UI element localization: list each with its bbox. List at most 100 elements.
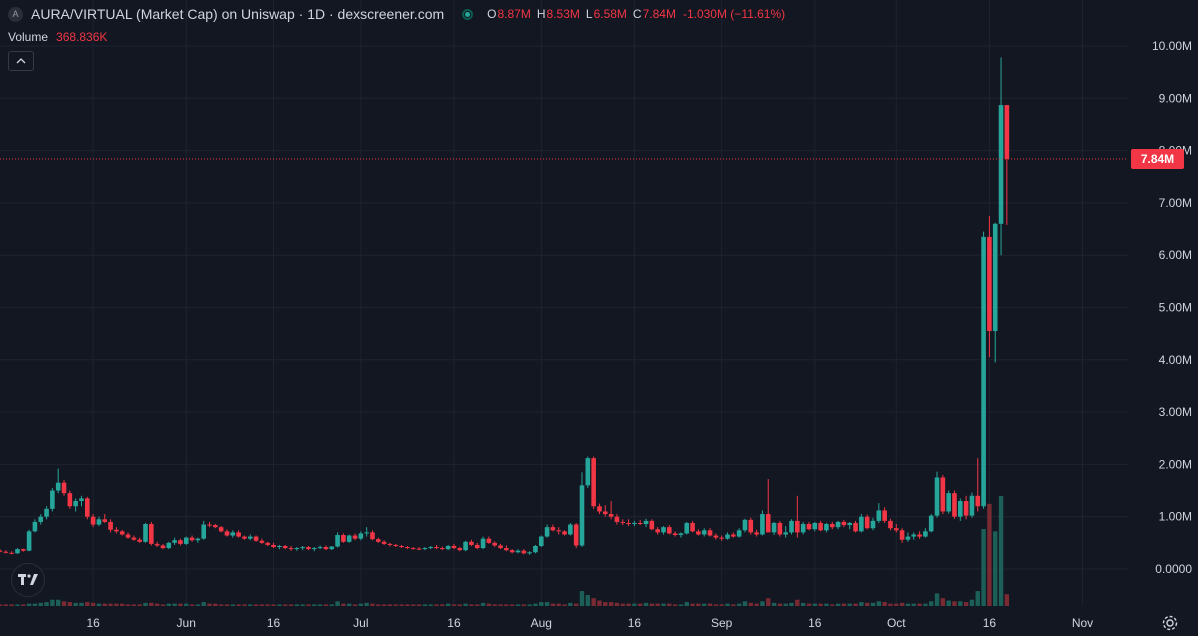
volume-bar <box>800 602 806 606</box>
candle-body <box>166 542 172 549</box>
ohlc-readout: O8.87M H8.53M L6.58M C7.84M -1.030M (−11… <box>487 7 785 21</box>
y-tick-label: 3.00M <box>1159 405 1192 419</box>
volume-bar <box>44 602 49 606</box>
candle-body <box>992 223 998 332</box>
volume-bar <box>690 603 695 606</box>
volume-bar <box>591 598 596 606</box>
candle-body <box>300 547 305 549</box>
volume-bar <box>923 603 928 606</box>
x-tick-label: 16 <box>983 616 997 630</box>
volume-bar <box>312 604 317 606</box>
candle-body <box>579 485 585 546</box>
candle-body <box>864 516 870 529</box>
volume-bar <box>539 602 544 606</box>
candle-body <box>498 545 503 549</box>
collapse-legend-button[interactable] <box>8 51 34 71</box>
price-axis[interactable]: 10.00M9.00M8.00M7.00M6.00M5.00M4.00M3.00… <box>1152 39 1192 576</box>
candle-body <box>492 542 497 546</box>
candle-body <box>684 522 690 534</box>
candle-body <box>800 524 806 533</box>
candle-body <box>1004 105 1010 159</box>
volume-bar <box>399 604 404 606</box>
chevron-up-icon <box>16 58 26 64</box>
gear-icon[interactable] <box>1160 613 1180 633</box>
x-tick-label: 16 <box>267 616 281 630</box>
candle-body <box>288 548 294 550</box>
volume-bar <box>50 599 55 606</box>
volume-bar <box>347 603 352 606</box>
volume-bar <box>736 603 742 606</box>
candle-body <box>370 532 375 540</box>
candle-body <box>422 548 428 550</box>
volume-bar <box>137 604 142 606</box>
candle-body <box>975 495 981 507</box>
volume-bar <box>806 603 812 606</box>
candle-body <box>690 522 695 532</box>
candle-body <box>987 236 992 332</box>
candle-body <box>131 537 137 540</box>
last-price-label: 7.84M <box>1131 149 1184 169</box>
volume-bar <box>754 603 759 606</box>
volume-bar <box>422 604 428 606</box>
volume-bar <box>335 601 340 606</box>
volume-bar <box>184 603 189 606</box>
volume-bar <box>300 604 305 606</box>
volume-bar <box>731 604 736 606</box>
volume-bar <box>475 604 480 606</box>
candle-body <box>655 529 660 533</box>
volume-bar <box>917 603 922 606</box>
candle-body <box>515 550 521 553</box>
volume-bar <box>242 604 247 606</box>
ohlc-change: -1.030M (−11.61%) <box>682 7 786 21</box>
volume-bar <box>166 603 171 606</box>
time-axis[interactable]: 16 Jun 16 Jul 16 Aug 16 Sep 16 Oct 16 Nov <box>86 616 1093 630</box>
candle-body <box>777 522 783 535</box>
volume-bar <box>79 602 84 606</box>
candle-body <box>399 545 404 548</box>
candle-body <box>870 520 876 529</box>
x-tick-label: 16 <box>86 616 100 630</box>
volume-value: 368.836K <box>56 30 108 44</box>
candle-body <box>643 520 649 525</box>
candle-body <box>317 547 323 549</box>
candle-body <box>783 532 788 535</box>
volume-bar <box>178 603 183 606</box>
candle-body <box>486 538 492 543</box>
x-tick-label: Jul <box>353 616 368 630</box>
volume-bar <box>975 591 980 606</box>
volume-bar <box>987 503 992 606</box>
candle-body <box>760 514 765 535</box>
candle-body <box>754 532 759 535</box>
volume-bar <box>416 604 422 606</box>
candle-body <box>568 524 573 535</box>
candle-body <box>149 524 154 544</box>
volume-bar <box>9 604 14 606</box>
candle-body <box>195 538 201 541</box>
candle-body <box>376 539 381 542</box>
candle-body <box>463 541 468 551</box>
candle-body <box>818 522 823 531</box>
volume-bar <box>317 604 323 606</box>
volume-bar <box>294 604 300 606</box>
volume-bar <box>783 603 788 606</box>
volume-bar <box>172 603 177 606</box>
volume-bar <box>835 603 841 606</box>
volume-bar <box>719 604 724 606</box>
candle-body <box>550 527 556 531</box>
y-tick-label: 7.00M <box>1159 196 1192 210</box>
tradingview-logo-icon[interactable] <box>11 563 45 597</box>
volume-bar <box>911 603 916 606</box>
volume-bar <box>440 604 445 606</box>
volume-bar <box>230 604 235 606</box>
candle-body <box>358 533 364 539</box>
candle-body <box>230 532 236 536</box>
volume-bar <box>515 604 521 606</box>
candles <box>0 57 1010 555</box>
chart-header: A AURA/VIRTUAL (Market Cap) on Uniswap ·… <box>8 5 785 23</box>
volume-bar <box>498 604 503 606</box>
volume-bar <box>864 602 870 606</box>
y-tick-label: 10.00M <box>1152 39 1192 53</box>
candle-body <box>38 516 44 522</box>
volume-bar <box>859 602 864 606</box>
